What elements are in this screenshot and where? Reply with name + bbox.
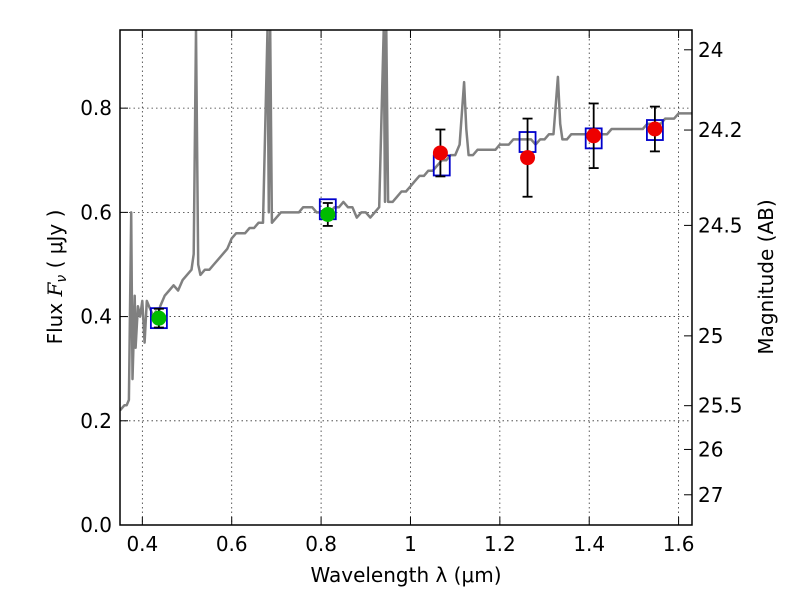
x-tick-label: 1	[404, 532, 417, 556]
x-tick-label: 1.4	[573, 532, 605, 556]
grid	[120, 30, 692, 526]
red-data-point	[586, 128, 602, 144]
y2-tick-label: 24	[698, 38, 723, 62]
y2-axis-label: Magnitude (AB)	[754, 199, 778, 354]
y2-tick-label: 26	[698, 437, 723, 461]
plot-frame	[119, 29, 693, 526]
x-axis-label: Wavelength λ (μm)	[310, 563, 501, 587]
y2-tick-label: 25.5	[698, 394, 743, 418]
data-markers	[149, 102, 664, 330]
y-tick-label: 0.0	[80, 513, 112, 537]
y2-tick-label: 25	[698, 324, 723, 348]
y2-tick-label: 24.5	[698, 213, 743, 237]
y2-tick-label: 24.2	[698, 118, 743, 142]
x-tick-label: 1.2	[484, 532, 516, 556]
red-data-point	[520, 150, 536, 166]
y-axis-label-symbol: F	[43, 281, 67, 297]
x-tick-label: 1.6	[663, 532, 695, 556]
green-data-point	[320, 206, 336, 222]
spectrum-line	[120, 30, 692, 412]
y-axis-label-suffix: ( μJy )	[43, 210, 67, 275]
y-tick-label: 0.2	[80, 409, 112, 433]
y-axis-label-prefix: Flux	[43, 296, 67, 344]
x-tick-label: 0.4	[126, 532, 158, 556]
x-tick-label: 0.6	[216, 532, 248, 556]
y-tick-label: 0.6	[80, 200, 112, 224]
y2-tick-label: 27	[698, 483, 723, 507]
red-data-point	[647, 121, 663, 137]
green-data-point	[151, 310, 167, 326]
axis-ticks: 0.4 0.6 0.8 1 1.2 1.4 1.6 0.0 0.2 0.4 0.6 0.8 24 24.2…	[80, 30, 743, 556]
x-tick-label: 0.8	[305, 532, 337, 556]
model-spectrum	[120, 30, 692, 412]
red-data-point	[432, 145, 448, 161]
y-axis-label-subscript: ν	[54, 275, 70, 283]
y-tick-label: 0.4	[80, 305, 112, 329]
y-tick-label: 0.8	[80, 96, 112, 120]
y-axis-label: Flux Fν ( μJy )	[43, 210, 70, 345]
